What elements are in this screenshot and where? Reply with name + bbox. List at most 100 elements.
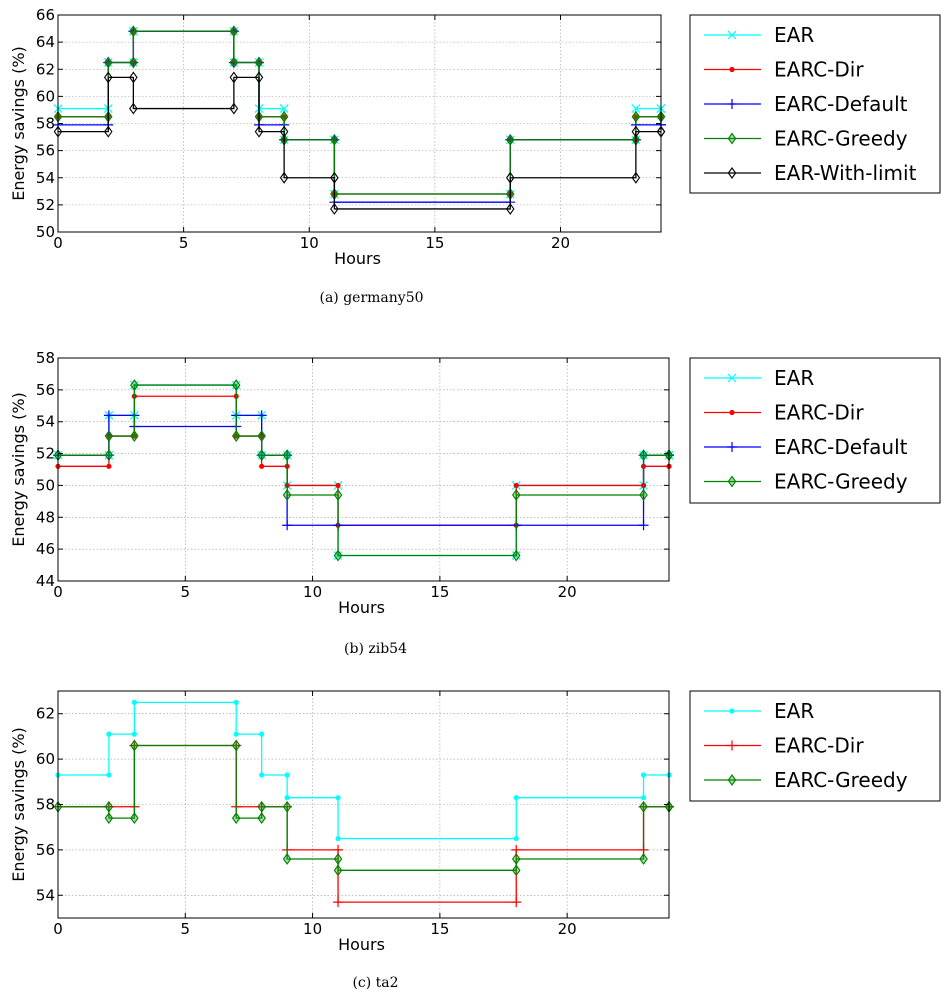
legend-label: EARC-Greedy (774, 127, 908, 151)
y-axis-label: Energy savings (%) (9, 727, 28, 882)
data-point (129, 25, 138, 38)
y-tick-label: 56 (36, 841, 55, 859)
data-point (104, 449, 114, 462)
legend-label: EAR (774, 23, 814, 47)
x-tick-label: 0 (53, 920, 63, 938)
y-tick-label: 54 (36, 886, 55, 904)
data-point (631, 104, 641, 114)
legend-entry: EARC-Dir (704, 401, 864, 425)
data-point (511, 897, 522, 908)
data-point (639, 449, 648, 462)
y-tick-label: 64 (36, 33, 55, 51)
data-point (333, 489, 343, 501)
y-tick-label: 58 (36, 796, 55, 814)
series-line (58, 384, 669, 557)
data-point (333, 853, 343, 865)
data-point (103, 56, 113, 69)
data-point (106, 463, 112, 469)
data-point (130, 430, 139, 442)
legend-entry: EAR (704, 23, 814, 47)
legend-label: EARC-Default (774, 435, 908, 459)
data-point (130, 739, 139, 752)
legend-marker (727, 475, 737, 488)
data-point (104, 430, 114, 442)
y-tick-label: 54 (36, 413, 55, 431)
legend-marker (727, 740, 737, 751)
legend-marker (727, 774, 737, 786)
data-point (639, 489, 648, 501)
y-tick-label: 60 (36, 750, 55, 768)
y-tick-label: 58 (36, 349, 55, 367)
data-point (513, 835, 519, 842)
legend-entry: EARC-Greedy (704, 768, 908, 792)
x-axis-label: Hours (338, 598, 385, 617)
data-point (640, 772, 647, 778)
series-line (58, 30, 661, 203)
legend-entry: EARC-Dir (704, 734, 864, 758)
series-line (58, 30, 661, 195)
data-point (282, 449, 292, 462)
legend-entry: EAR (704, 366, 814, 390)
y-tick-label: 56 (36, 381, 55, 399)
data-point (511, 489, 521, 501)
series-line (58, 744, 669, 903)
data-point (259, 463, 265, 469)
y-tick-label: 54 (36, 169, 55, 187)
y-tick-label: 50 (36, 223, 55, 241)
chart-panel-1: 0 5 10 15 20 50 52 54 56 58 60 62 64 66 Hours Energy sa… (9, 6, 941, 306)
x-tick-label: 15 (430, 920, 449, 938)
data-point (257, 812, 266, 825)
legend-marker (727, 373, 737, 383)
legend-entry: EAR (704, 699, 814, 723)
data-point (284, 772, 290, 778)
y-tick-label: 46 (36, 540, 55, 558)
data-point (505, 171, 515, 184)
data-point (259, 731, 265, 737)
series-ear (55, 699, 672, 842)
gridlines (57, 691, 669, 918)
data-point (631, 171, 641, 184)
y-tick-label: 62 (36, 705, 55, 723)
series-ear (53, 380, 674, 560)
legend-entry: EAR-With-limit (704, 161, 917, 185)
data-point (333, 864, 343, 877)
data-point (513, 795, 519, 801)
data-point (639, 853, 648, 865)
legend-marker (729, 708, 735, 714)
data-point (640, 795, 647, 801)
legend-label: EAR (774, 699, 814, 723)
legend-entry: EARC-Dir (704, 58, 864, 82)
data-point (282, 800, 292, 813)
data-point (505, 203, 515, 215)
series-earc-greedy (53, 739, 674, 877)
data-point (511, 864, 521, 877)
x-tick-label: 20 (551, 234, 570, 252)
data-point (335, 795, 341, 801)
chart-panel-2: 0 5 10 15 20 44 46 48 50 52 54 56 58 Hours Energy savi… (9, 349, 941, 657)
data-point (129, 102, 138, 115)
data-point (333, 897, 344, 908)
data-point (106, 772, 112, 778)
data-point (131, 699, 137, 705)
legend-marker (727, 99, 737, 109)
legend-label: EARC-Dir (774, 58, 864, 82)
series-ear-with-limit (53, 71, 666, 215)
data-point (231, 739, 241, 752)
plot-area (57, 357, 670, 582)
legend-label: EARC-Greedy (774, 768, 908, 792)
data-point (103, 410, 114, 421)
series-ear (53, 26, 666, 199)
data-point (256, 410, 267, 421)
x-tick-label: 0 (53, 583, 63, 601)
data-point (335, 835, 341, 842)
data-point (229, 71, 239, 84)
data-point (282, 489, 292, 501)
data-point (257, 800, 266, 813)
data-point (130, 812, 139, 825)
data-point (254, 125, 264, 138)
series-line (58, 76, 661, 210)
data-point (229, 25, 239, 38)
data-point (505, 133, 515, 146)
x-tick-label: 15 (425, 234, 444, 252)
